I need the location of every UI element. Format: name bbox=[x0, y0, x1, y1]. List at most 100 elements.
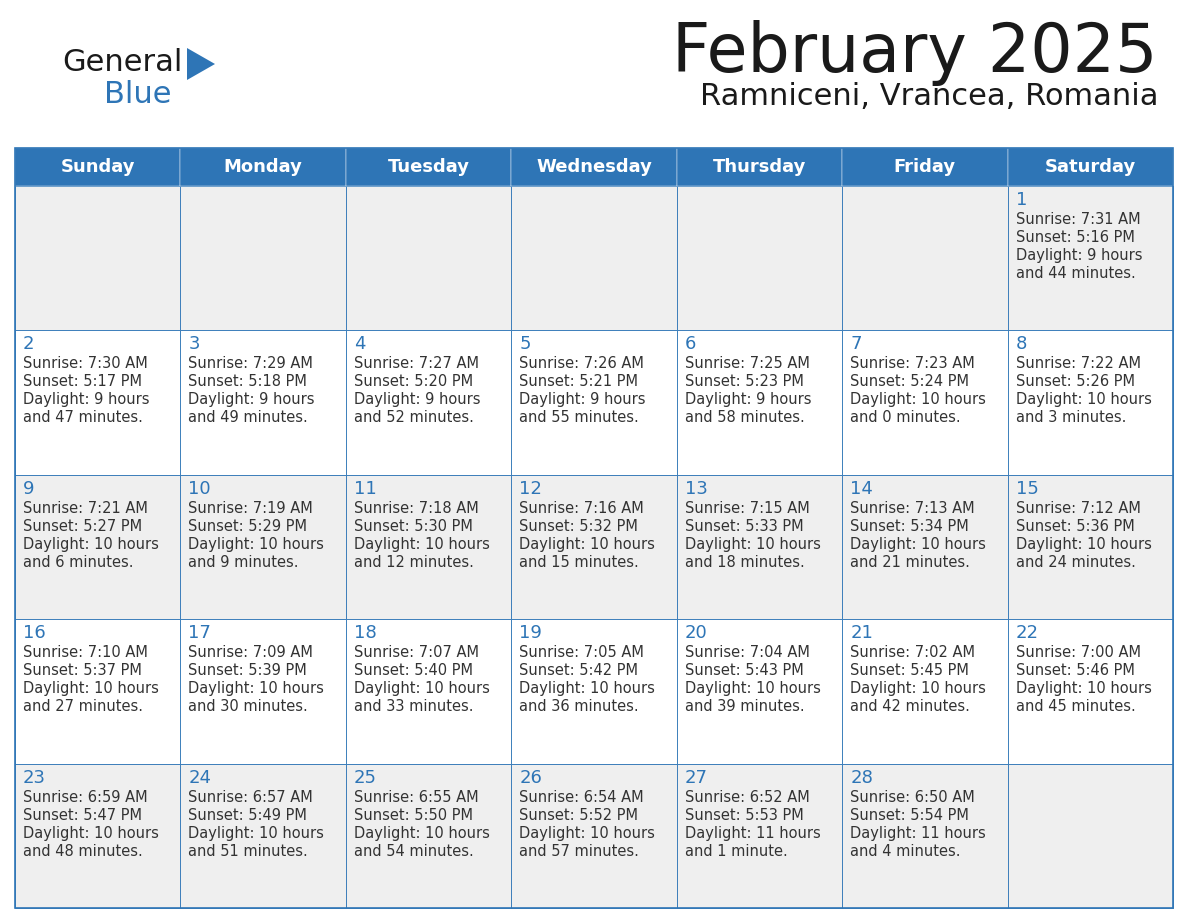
Text: Sunset: 5:21 PM: Sunset: 5:21 PM bbox=[519, 375, 638, 389]
Text: and 1 minute.: and 1 minute. bbox=[684, 844, 788, 858]
Text: 15: 15 bbox=[1016, 480, 1038, 498]
Text: 13: 13 bbox=[684, 480, 708, 498]
Text: Daylight: 10 hours: Daylight: 10 hours bbox=[851, 392, 986, 408]
Bar bbox=[346, 764, 511, 908]
Text: 7: 7 bbox=[851, 335, 861, 353]
Text: and 45 minutes.: and 45 minutes. bbox=[1016, 700, 1136, 714]
Text: Daylight: 10 hours: Daylight: 10 hours bbox=[684, 537, 821, 552]
Bar bbox=[677, 475, 842, 620]
Text: Daylight: 9 hours: Daylight: 9 hours bbox=[354, 392, 480, 408]
Bar bbox=[511, 620, 677, 764]
Text: Daylight: 10 hours: Daylight: 10 hours bbox=[189, 825, 324, 841]
Text: 27: 27 bbox=[684, 768, 708, 787]
Text: Sunset: 5:36 PM: Sunset: 5:36 PM bbox=[1016, 519, 1135, 533]
Text: Sunrise: 6:52 AM: Sunrise: 6:52 AM bbox=[684, 789, 809, 804]
Bar bbox=[842, 620, 1007, 764]
Text: Sunset: 5:26 PM: Sunset: 5:26 PM bbox=[1016, 375, 1135, 389]
Bar bbox=[346, 620, 511, 764]
Text: Daylight: 10 hours: Daylight: 10 hours bbox=[851, 681, 986, 696]
Text: and 9 minutes.: and 9 minutes. bbox=[189, 554, 299, 570]
Text: and 15 minutes.: and 15 minutes. bbox=[519, 554, 639, 570]
Text: Sunset: 5:18 PM: Sunset: 5:18 PM bbox=[189, 375, 308, 389]
Bar bbox=[181, 330, 346, 475]
Bar bbox=[181, 475, 346, 620]
Bar bbox=[677, 330, 842, 475]
Text: Daylight: 10 hours: Daylight: 10 hours bbox=[684, 681, 821, 696]
Bar bbox=[1007, 148, 1173, 186]
Text: and 44 minutes.: and 44 minutes. bbox=[1016, 266, 1136, 281]
Text: 17: 17 bbox=[189, 624, 211, 643]
Bar bbox=[1007, 186, 1173, 330]
Bar bbox=[181, 764, 346, 908]
Bar bbox=[15, 620, 181, 764]
Text: Daylight: 11 hours: Daylight: 11 hours bbox=[851, 825, 986, 841]
Text: Sunrise: 7:21 AM: Sunrise: 7:21 AM bbox=[23, 501, 147, 516]
Text: Daylight: 10 hours: Daylight: 10 hours bbox=[519, 681, 655, 696]
Text: 11: 11 bbox=[354, 480, 377, 498]
Bar bbox=[511, 186, 677, 330]
Text: Sunrise: 7:10 AM: Sunrise: 7:10 AM bbox=[23, 645, 147, 660]
Text: 24: 24 bbox=[189, 768, 211, 787]
Bar bbox=[1007, 620, 1173, 764]
Text: Friday: Friday bbox=[893, 158, 956, 176]
Text: Sunrise: 7:12 AM: Sunrise: 7:12 AM bbox=[1016, 501, 1140, 516]
Text: Sunrise: 7:31 AM: Sunrise: 7:31 AM bbox=[1016, 212, 1140, 227]
Text: Sunrise: 7:05 AM: Sunrise: 7:05 AM bbox=[519, 645, 644, 660]
Text: 19: 19 bbox=[519, 624, 542, 643]
Text: and 57 minutes.: and 57 minutes. bbox=[519, 844, 639, 858]
Bar bbox=[346, 475, 511, 620]
Text: Sunset: 5:29 PM: Sunset: 5:29 PM bbox=[189, 519, 308, 533]
Bar bbox=[1007, 764, 1173, 908]
Bar bbox=[677, 764, 842, 908]
Text: Sunrise: 7:13 AM: Sunrise: 7:13 AM bbox=[851, 501, 975, 516]
Text: Sunrise: 7:04 AM: Sunrise: 7:04 AM bbox=[684, 645, 809, 660]
Text: Sunset: 5:42 PM: Sunset: 5:42 PM bbox=[519, 663, 638, 678]
Text: Daylight: 9 hours: Daylight: 9 hours bbox=[1016, 248, 1142, 263]
Text: Sunrise: 6:57 AM: Sunrise: 6:57 AM bbox=[189, 789, 314, 804]
Text: 12: 12 bbox=[519, 480, 542, 498]
Text: 8: 8 bbox=[1016, 335, 1026, 353]
Text: Daylight: 10 hours: Daylight: 10 hours bbox=[189, 681, 324, 696]
Text: Daylight: 10 hours: Daylight: 10 hours bbox=[23, 825, 159, 841]
Bar bbox=[346, 148, 511, 186]
Text: Sunrise: 7:00 AM: Sunrise: 7:00 AM bbox=[1016, 645, 1140, 660]
Text: Sunset: 5:16 PM: Sunset: 5:16 PM bbox=[1016, 230, 1135, 245]
Text: 2: 2 bbox=[23, 335, 34, 353]
Bar bbox=[511, 475, 677, 620]
Text: Blue: Blue bbox=[105, 80, 171, 109]
Text: 10: 10 bbox=[189, 480, 211, 498]
Text: Sunset: 5:30 PM: Sunset: 5:30 PM bbox=[354, 519, 473, 533]
Text: Sunrise: 7:25 AM: Sunrise: 7:25 AM bbox=[684, 356, 809, 372]
Text: Sunset: 5:49 PM: Sunset: 5:49 PM bbox=[189, 808, 308, 823]
Text: Daylight: 10 hours: Daylight: 10 hours bbox=[519, 825, 655, 841]
Text: Monday: Monday bbox=[223, 158, 303, 176]
Text: Sunrise: 7:18 AM: Sunrise: 7:18 AM bbox=[354, 501, 479, 516]
Bar bbox=[181, 620, 346, 764]
Text: Sunset: 5:17 PM: Sunset: 5:17 PM bbox=[23, 375, 143, 389]
Bar bbox=[181, 148, 346, 186]
Text: and 21 minutes.: and 21 minutes. bbox=[851, 554, 971, 570]
Text: Daylight: 10 hours: Daylight: 10 hours bbox=[354, 537, 489, 552]
Bar bbox=[842, 475, 1007, 620]
Text: Daylight: 11 hours: Daylight: 11 hours bbox=[684, 825, 821, 841]
Text: Daylight: 10 hours: Daylight: 10 hours bbox=[1016, 392, 1151, 408]
Bar bbox=[842, 330, 1007, 475]
Text: Sunrise: 6:54 AM: Sunrise: 6:54 AM bbox=[519, 789, 644, 804]
Text: and 39 minutes.: and 39 minutes. bbox=[684, 700, 804, 714]
Text: Daylight: 9 hours: Daylight: 9 hours bbox=[23, 392, 150, 408]
Text: Sunrise: 7:19 AM: Sunrise: 7:19 AM bbox=[189, 501, 314, 516]
Text: Sunrise: 7:30 AM: Sunrise: 7:30 AM bbox=[23, 356, 147, 372]
Text: and 55 minutes.: and 55 minutes. bbox=[519, 410, 639, 425]
Text: and 4 minutes.: and 4 minutes. bbox=[851, 844, 961, 858]
Text: Sunrise: 6:59 AM: Sunrise: 6:59 AM bbox=[23, 789, 147, 804]
Text: and 47 minutes.: and 47 minutes. bbox=[23, 410, 143, 425]
Text: Wednesday: Wednesday bbox=[536, 158, 652, 176]
Text: and 42 minutes.: and 42 minutes. bbox=[851, 700, 971, 714]
Text: Sunset: 5:46 PM: Sunset: 5:46 PM bbox=[1016, 663, 1135, 678]
Bar bbox=[1007, 330, 1173, 475]
Text: Sunrise: 7:02 AM: Sunrise: 7:02 AM bbox=[851, 645, 975, 660]
Text: Daylight: 10 hours: Daylight: 10 hours bbox=[23, 681, 159, 696]
Text: Daylight: 10 hours: Daylight: 10 hours bbox=[851, 537, 986, 552]
Bar bbox=[1007, 475, 1173, 620]
Text: Thursday: Thursday bbox=[713, 158, 807, 176]
